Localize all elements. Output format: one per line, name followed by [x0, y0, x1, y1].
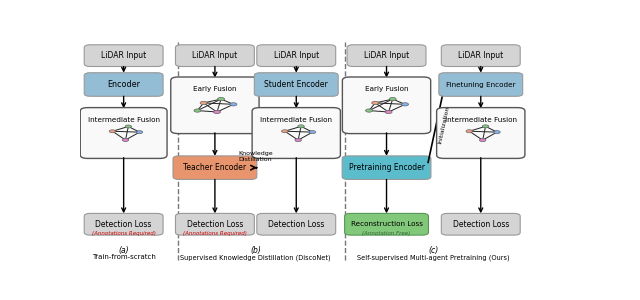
Text: (Annotation Free): (Annotation Free) — [362, 231, 411, 236]
Circle shape — [483, 125, 489, 128]
FancyBboxPatch shape — [171, 77, 259, 134]
Text: Train-from-scratch: Train-from-scratch — [92, 254, 156, 260]
FancyBboxPatch shape — [175, 45, 254, 67]
Circle shape — [122, 139, 129, 142]
Text: Pretraining Encoder: Pretraining Encoder — [349, 163, 424, 172]
Text: Early Fusion: Early Fusion — [193, 86, 237, 92]
Text: Student Encoder: Student Encoder — [264, 80, 328, 89]
Circle shape — [136, 131, 143, 134]
Text: Detection Loss: Detection Loss — [268, 220, 324, 229]
Text: Knowledge
Distillation: Knowledge Distillation — [238, 151, 273, 161]
Circle shape — [372, 101, 379, 104]
Circle shape — [109, 130, 116, 133]
Text: Detection Loss: Detection Loss — [452, 220, 509, 229]
Text: Encoder: Encoder — [107, 80, 140, 89]
Circle shape — [466, 130, 472, 133]
Circle shape — [230, 103, 237, 106]
FancyBboxPatch shape — [173, 156, 257, 179]
Text: LiDAR Input: LiDAR Input — [274, 51, 319, 60]
Text: (a): (a) — [118, 246, 129, 255]
FancyBboxPatch shape — [442, 213, 520, 235]
FancyBboxPatch shape — [84, 213, 163, 235]
Text: (c): (c) — [429, 246, 439, 255]
FancyBboxPatch shape — [439, 73, 523, 96]
Circle shape — [493, 130, 500, 134]
Circle shape — [295, 139, 301, 142]
Circle shape — [214, 110, 220, 114]
FancyBboxPatch shape — [257, 213, 336, 235]
Text: Self-supervised Multi-agent Pretraining (Ours): Self-supervised Multi-agent Pretraining … — [357, 254, 510, 260]
FancyBboxPatch shape — [342, 77, 431, 134]
FancyBboxPatch shape — [347, 45, 426, 67]
FancyBboxPatch shape — [257, 45, 336, 67]
Circle shape — [479, 139, 486, 142]
Text: Initialization: Initialization — [437, 106, 450, 144]
Text: Reconstruction Loss: Reconstruction Loss — [351, 221, 422, 227]
FancyBboxPatch shape — [84, 73, 163, 96]
Text: LiDAR Input: LiDAR Input — [101, 51, 147, 60]
Circle shape — [401, 103, 408, 106]
Text: Teacher Encoder: Teacher Encoder — [183, 163, 246, 172]
FancyBboxPatch shape — [252, 108, 340, 158]
Text: Intermediate Fusion: Intermediate Fusion — [88, 117, 159, 123]
Circle shape — [389, 98, 396, 101]
Circle shape — [218, 98, 225, 101]
FancyBboxPatch shape — [436, 108, 525, 158]
Text: Detection Loss: Detection Loss — [187, 220, 243, 229]
Text: Early Fusion: Early Fusion — [365, 86, 408, 92]
Text: (Annotations Required): (Annotations Required) — [92, 231, 156, 236]
Circle shape — [125, 125, 131, 128]
Circle shape — [200, 101, 207, 104]
Circle shape — [282, 130, 288, 133]
Circle shape — [309, 130, 316, 134]
Text: (b): (b) — [250, 246, 261, 255]
Circle shape — [385, 110, 392, 114]
FancyBboxPatch shape — [175, 213, 254, 235]
Text: LiDAR Input: LiDAR Input — [364, 51, 409, 60]
FancyBboxPatch shape — [344, 213, 428, 235]
Text: Finetuning Encoder: Finetuning Encoder — [446, 82, 516, 88]
FancyBboxPatch shape — [84, 45, 163, 67]
Text: (Annotations Required): (Annotations Required) — [183, 231, 247, 236]
Circle shape — [194, 109, 201, 112]
FancyBboxPatch shape — [342, 156, 431, 179]
Text: Intermediate Fusion: Intermediate Fusion — [445, 117, 516, 123]
Text: LiDAR Input: LiDAR Input — [458, 51, 504, 60]
Circle shape — [365, 109, 372, 112]
FancyBboxPatch shape — [254, 73, 338, 96]
Circle shape — [298, 125, 304, 128]
FancyBboxPatch shape — [80, 108, 167, 158]
FancyBboxPatch shape — [442, 45, 520, 67]
Text: Intermediate Fusion: Intermediate Fusion — [260, 117, 332, 123]
Text: LiDAR Input: LiDAR Input — [192, 51, 237, 60]
Text: Supervised Knowledge Distillation (DiscoNet): Supervised Knowledge Distillation (Disco… — [180, 254, 331, 260]
Text: Detection Loss: Detection Loss — [95, 220, 152, 229]
